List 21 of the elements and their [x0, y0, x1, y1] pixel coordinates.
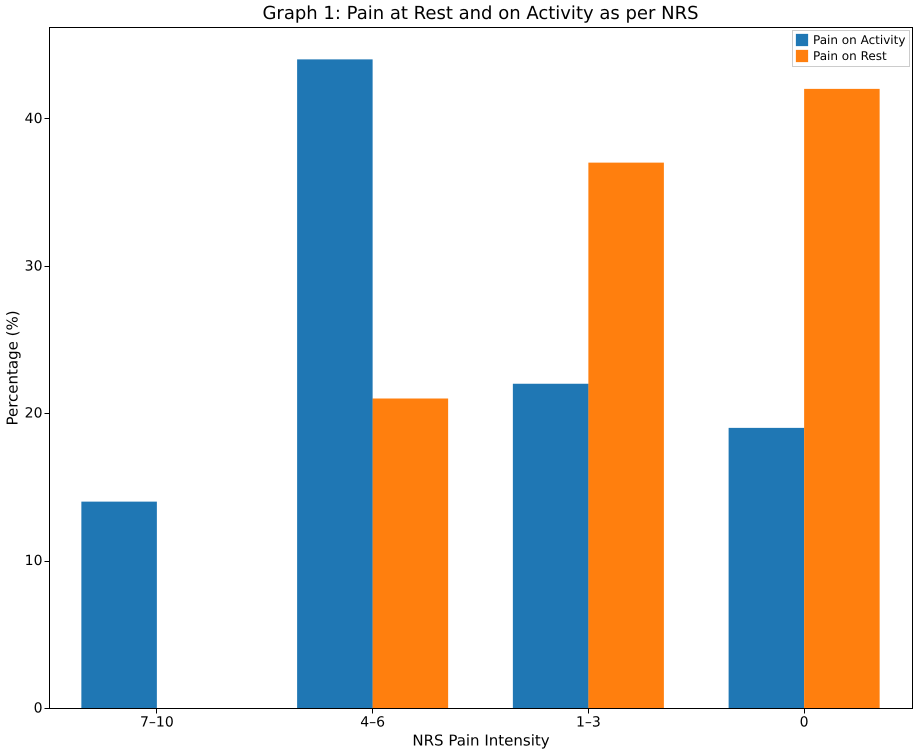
bar — [588, 162, 664, 708]
bar — [372, 398, 448, 708]
bar — [81, 502, 157, 708]
legend-label: Pain on Rest — [813, 49, 887, 63]
y-tick-label: 40 — [24, 110, 42, 127]
x-tick-label: 7–10 — [140, 714, 174, 730]
y-tick-label: 10 — [24, 553, 42, 570]
x-tick-label: 1–3 — [576, 714, 601, 730]
legend-label: Pain on Activity — [813, 33, 906, 47]
y-tick-label: 0 — [34, 700, 42, 716]
bar — [297, 59, 373, 708]
y-tick-label: 30 — [24, 258, 42, 274]
chart-title: Graph 1: Pain at Rest and on Activity as per NRS — [262, 3, 699, 24]
x-axis-title: NRS Pain Intensity — [412, 732, 550, 750]
bar — [512, 384, 588, 708]
y-tick-label: 20 — [24, 406, 42, 422]
x-tick-label: 0 — [800, 714, 809, 730]
bar — [728, 428, 804, 708]
bar — [804, 88, 880, 708]
y-axis-title: Percentage (%) — [4, 310, 22, 426]
x-tick-label: 4–6 — [360, 714, 386, 730]
